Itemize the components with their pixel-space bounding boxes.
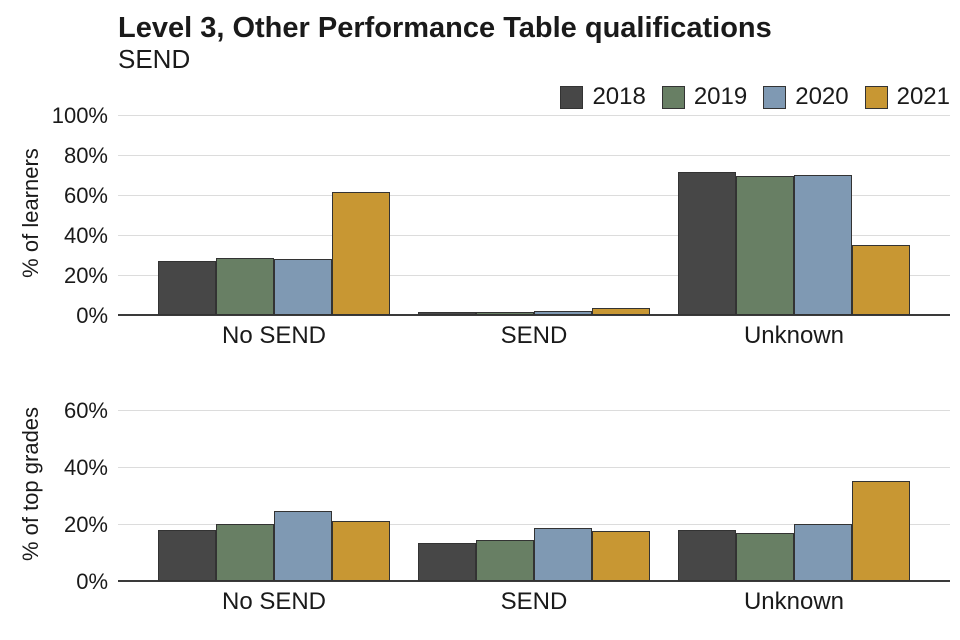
bar-2019-unknown [736,533,794,581]
gridline-20 [118,523,950,525]
y-tick-label-40: 40% [63,454,108,480]
gridline-40 [118,235,950,236]
x-category-label-unknown: Unknown [743,322,845,349]
y-tick-label-0: 0% [76,569,108,594]
figure-title: Level 3, Other Performance Table qualifi… [118,12,772,44]
x-axis-line [118,580,950,582]
bar-2018-unknown [678,172,736,315]
legend-item-2020: 2020 [763,83,849,110]
bar-2020-unknown [794,524,852,581]
x-category-label-unknown: Unknown [743,588,845,615]
bar-2018-send [418,312,476,315]
x-category-label-send: SEND [500,322,568,349]
bar-2020-no-send [274,511,332,581]
bar-2020-unknown [794,175,852,315]
legend-item-2019: 2019 [661,83,748,110]
bar-2021-send [592,531,650,581]
bar-group-send [418,386,650,581]
y-axis-title-learners-text: % of learners [18,147,43,278]
bar-group-unknown [678,386,910,581]
legend-label: 2021 [896,83,950,110]
legend-swatch-2021 [864,85,888,109]
x-category-label-no-send: No SEND [221,322,327,349]
bar-2019-no-send [216,258,274,315]
bar-group-unknown [678,110,910,315]
legend-label: 2020 [795,83,849,110]
y-tick-label-60: 60% [63,397,108,423]
bar-2018-no-send [158,530,216,581]
bar-2019-unknown [736,176,794,315]
bar-group-no-send [158,110,390,315]
bar-group-send [418,110,650,315]
bar-2021-unknown [852,245,910,315]
y-tick-label-40: 40% [63,223,108,248]
legend-swatch-2020 [763,85,787,109]
bar-2020-send [534,528,592,581]
x-axis-labels-learners: No SEND SEND Unknown [118,324,950,354]
bar-2020-no-send [274,259,332,315]
legend-label: 2019 [693,83,748,110]
legend-label: 2018 [592,83,646,110]
bar-group-no-send [158,386,390,581]
bar-2021-send [592,308,650,315]
x-category-label-no-send: No SEND [221,588,327,615]
bar-2019-send [476,540,534,581]
gridline-60 [118,409,950,411]
bar-2018-unknown [678,530,736,581]
bar-2019-no-send [216,524,274,581]
bar-2021-no-send [332,192,390,315]
y-tick-label-100: 100% [51,103,108,128]
bar-2020-send [534,311,592,315]
x-axis-line [118,314,950,316]
gridline-20 [118,275,950,276]
bar-2021-unknown [852,481,910,581]
legend-item-2021: 2021 [864,83,950,110]
plot-area-learners: 0% 20% 40% 60% 80% 100% [52,105,950,327]
y-tick-label-80: 80% [63,143,108,168]
gridline-60 [118,195,950,196]
x-axis-labels-top-grades: No SEND SEND Unknown [118,590,950,620]
gridline-100 [118,115,950,116]
legend: 2018 2019 2020 2021 [118,85,950,109]
x-category-label-send: SEND [500,588,568,615]
y-tick-label-20: 20% [63,263,108,288]
plot-area-top-grades: 0% 20% 40% 60% [64,386,950,593]
legend-swatch-2019 [661,85,685,109]
bar-2018-send [418,543,476,581]
bar-2019-send [476,312,534,315]
bar-2018-no-send [158,261,216,315]
legend-item-2018: 2018 [560,83,646,110]
bar-2021-no-send [332,521,390,581]
figure-subtitle: SEND [118,44,191,74]
y-axis-title-top-grades-text: % of top grades [18,406,44,561]
y-tick-label-60: 60% [63,183,108,208]
y-tick-label-0: 0% [76,303,108,328]
gridline-40 [118,466,950,468]
gridline-80 [118,155,950,156]
legend-swatch-2018 [560,85,584,109]
y-tick-label-20: 20% [63,511,108,537]
